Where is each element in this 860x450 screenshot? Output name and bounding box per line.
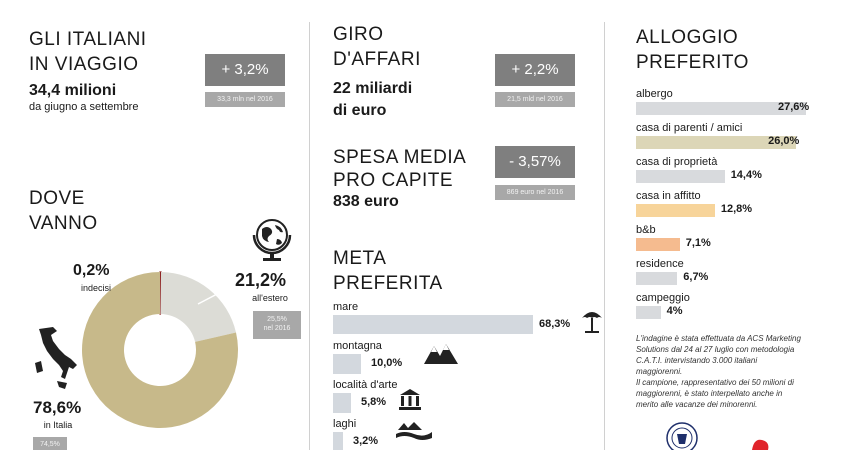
spesa-title-line1: SPESA MEDIA — [333, 147, 467, 168]
alloggio-bar-label: campeggio — [636, 292, 690, 304]
alloggio-bar — [636, 272, 678, 285]
giro-headline-line1: 22 miliardi — [333, 80, 413, 97]
dove-vanno-donut — [82, 271, 240, 428]
alloggio-bar-label: casa in affitto — [636, 190, 701, 202]
giro-badge-sub: 21,5 mld nel 2016 — [495, 92, 575, 107]
survey-note-line: Il campione, rappresentativo dei 50 mili… — [636, 378, 794, 387]
alloggio-bar — [636, 306, 661, 319]
meta-bar-value: 3,2% — [353, 435, 379, 447]
alloggio-bar — [636, 136, 797, 149]
alloggio-bar-value: 27,6% — [778, 101, 810, 113]
survey-note-line: L'indagine è stata effettuata da ACS Mar… — [636, 334, 801, 343]
italiani-headline: 34,4 milioni — [29, 82, 117, 99]
donut-label-italia: in Italia — [43, 420, 73, 430]
alloggio-bar-value: 14,4% — [730, 169, 762, 181]
lake-icon — [396, 422, 432, 440]
alloggio-bar-label: residence — [636, 258, 684, 270]
alloggio-bar — [636, 102, 806, 115]
italiani-badge: + 3,2% — [205, 54, 285, 86]
italiani-title-line1: GLI ITALIANI — [29, 29, 147, 50]
donut-italia-2016-box: 74,5% — [33, 437, 67, 450]
spesa-title-line2: PRO CAPITE — [333, 170, 454, 191]
survey-note-line: Solutions dal 24 al 27 luglio con metodo… — [636, 345, 795, 354]
spesa-value: 838 euro — [333, 193, 399, 210]
alloggio-bar — [636, 204, 715, 217]
meta-bar — [333, 354, 361, 374]
meta-bar-label: laghi — [333, 418, 357, 430]
meta-bar-label: mare — [333, 301, 359, 313]
survey-note-line: maggiorenni. — [636, 367, 683, 376]
donut-label-indecisi-value: 0,2% — [73, 262, 110, 279]
italiani-subline: da giugno a settembre — [29, 101, 139, 113]
dove-title-line2: VANNO — [29, 213, 98, 234]
donut-label-estero: all'estero — [252, 293, 288, 303]
donut-label-italia-value: 78,6% — [33, 398, 82, 417]
temple-icon — [399, 389, 421, 410]
alloggio-title-line1: ALLOGGIO — [636, 27, 739, 48]
giro-title-line1: GIRO — [333, 24, 384, 45]
alloggio-bar-label: albergo — [636, 88, 673, 100]
globe-icon — [252, 219, 292, 261]
survey-note-line: merito alle vacanze dei minorenni. — [636, 400, 758, 409]
alloggio-bar-label: b&b — [636, 224, 656, 236]
survey-note: L'indagine è stata effettuata da ACS Mar… — [636, 333, 844, 410]
meta-bar-label: montagna — [333, 340, 382, 352]
alloggio-bar-value: 6,7% — [683, 271, 709, 283]
alloggio-bar-value: 7,1% — [685, 237, 711, 249]
donut-label-indecisi: indecisi — [80, 283, 111, 293]
meta-bar-value: 68,3% — [539, 318, 571, 330]
italiani-title-line2: IN VIAGGIO — [29, 54, 139, 75]
alloggio-bar-value: 26,0% — [768, 135, 800, 147]
dove-title-line1: DOVE — [29, 188, 85, 209]
donut-slice-estero — [160, 272, 237, 342]
meta-bar — [333, 432, 343, 450]
giro-headline-line2: di euro — [333, 102, 387, 119]
survey-note-line: maggiorenni, è stato interpellato anche … — [636, 389, 783, 398]
meta-bar — [333, 393, 351, 413]
divider-right — [604, 22, 605, 450]
donut-estero-2016-value: 25,5% — [267, 316, 287, 323]
donut-slice-italia — [82, 272, 238, 428]
alloggio-title-line2: PREFERITO — [636, 52, 749, 73]
seal-logo — [666, 422, 698, 450]
red-logo — [752, 439, 769, 450]
umbrella-icon — [582, 312, 602, 333]
meta-bar-value: 5,8% — [361, 396, 387, 408]
giro-title-line2: D'AFFARI — [333, 49, 421, 70]
italiani-badge-sub: 33,3 mln nel 2016 — [205, 92, 285, 107]
spesa-badge: - 3,57% — [495, 146, 575, 178]
meta-bar-value: 10,0% — [371, 357, 403, 369]
meta-bar-label: località d'arte — [333, 379, 398, 391]
alloggio-bar — [636, 170, 725, 183]
meta-title-line2: PREFERITA — [333, 273, 443, 294]
alloggio-bar-value: 12,8% — [720, 203, 753, 215]
survey-note-line: C.A.T.I. intervistando 3.000 italiani — [636, 356, 758, 365]
donut-estero-2016-label: nel 2016 — [263, 325, 291, 332]
spesa-badge-sub: 869 euro nel 2016 — [495, 185, 575, 200]
mountains-icon — [424, 344, 458, 364]
divider-left — [309, 22, 310, 450]
italy-map-icon — [35, 327, 77, 389]
alloggio-bar-label: casa di parenti / amici — [636, 122, 743, 134]
donut-label-estero-value: 21,2% — [235, 270, 287, 290]
alloggio-bar-label: casa di proprietà — [636, 156, 718, 168]
alloggio-bar — [636, 238, 680, 251]
giro-badge: + 2,2% — [495, 54, 575, 86]
donut-pointer-estero — [197, 281, 240, 305]
alloggio-bar-value: 4% — [666, 305, 683, 317]
meta-title-line1: META — [333, 248, 387, 269]
donut-estero-2016-box: 25,5% nel 2016 — [253, 311, 301, 339]
meta-bar — [333, 315, 533, 334]
